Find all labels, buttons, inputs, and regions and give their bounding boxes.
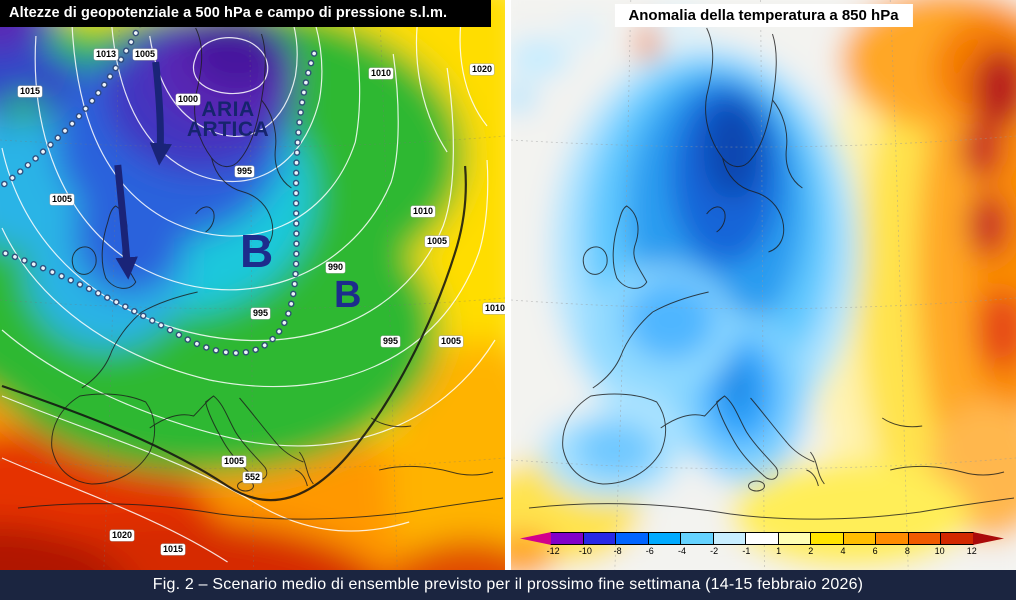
- temperature-anomaly-field: [511, 0, 1016, 570]
- color-scale-segments: [520, 532, 1005, 545]
- isobar-label: 1005: [425, 236, 450, 247]
- isobar-label: 995: [251, 308, 271, 319]
- figure-caption: Fig. 2 – Scenario medio di ensemble prev…: [0, 570, 1016, 600]
- trough-dotted-line: [0, 0, 319, 357]
- color-scale-segment: [550, 532, 584, 545]
- temperature-anomaly-canvas: [511, 0, 1016, 570]
- color-scale-segment: [647, 532, 682, 545]
- isobar-label: 1015: [18, 86, 43, 97]
- isobar-label: 1005: [50, 194, 75, 205]
- geopotential-field: [0, 0, 505, 570]
- isobar-label: 990: [326, 262, 346, 273]
- color-scale-tick-label: 6: [872, 546, 878, 556]
- color-scale-tick-label: 10: [934, 546, 945, 556]
- color-scale-tick-label: -2: [710, 546, 719, 556]
- thick-black-contour: [1, 165, 467, 502]
- color-scale-segment: [875, 532, 909, 545]
- isobar-label: 995: [381, 336, 401, 347]
- isobar-label: 1005: [439, 336, 464, 347]
- color-scale-segment: [680, 532, 714, 545]
- color-scale-segment: [842, 532, 877, 545]
- isobar-label: 1020: [470, 64, 495, 75]
- isobar-label: 552: [243, 472, 263, 483]
- color-scale: -12 -10 -8 -6 -4 -2 -1 1 2 4 6 8 10 12: [520, 532, 1005, 558]
- isobar-label: 1005: [222, 456, 247, 467]
- color-scale-segment: [520, 532, 552, 545]
- isobar-label: 995: [235, 166, 255, 177]
- isobars: [1, 5, 496, 563]
- color-scale-segment: [745, 532, 779, 545]
- color-scale-tick-label: -1: [742, 546, 751, 556]
- color-scale-segment: [940, 532, 974, 545]
- color-scale-tick-label: 1: [776, 546, 782, 556]
- color-scale-tick-label: 4: [840, 546, 846, 556]
- color-scale-segment: [615, 532, 649, 545]
- color-scale-segment: [810, 532, 844, 545]
- color-scale-segment: [777, 532, 812, 545]
- color-scale-segment: [582, 532, 617, 545]
- color-scale-tick-label: -4: [677, 546, 686, 556]
- arctic-air-arrows: [114, 61, 172, 280]
- color-scale-tick-label: -6: [645, 546, 654, 556]
- isobar-label: 1010: [483, 303, 505, 314]
- low-pressure-symbol-2: B: [334, 274, 362, 316]
- color-scale-tick-label: 8: [904, 546, 910, 556]
- color-scale-tick-label: -12: [546, 546, 560, 556]
- color-scale-segment: [712, 532, 747, 545]
- maps-row: 1015 1005 1013 1005 1000 995 990 995 995 1010 1005…: [0, 0, 1016, 570]
- isobar-label: 1013: [94, 49, 119, 60]
- isobar-label: 1015: [161, 544, 186, 555]
- isobar-label: 1020: [110, 530, 135, 541]
- color-scale-segment: [907, 532, 942, 545]
- color-scale-tick-label: 2: [808, 546, 814, 556]
- arctic-air-label-line1: ARIA: [201, 98, 255, 121]
- color-scale-tick-label: 12: [966, 546, 977, 556]
- isobar-label: 1005: [133, 49, 158, 60]
- left-map: 1015 1005 1013 1005 1000 995 990 995 995 1010 1005…: [0, 0, 505, 570]
- isobar-label: 1000: [176, 94, 201, 105]
- color-scale-labels: -12 -10 -8 -6 -4 -2 -1 1 2 4 6 8 10 12: [521, 546, 1004, 558]
- arctic-air-label: ARIA ARTICA: [176, 98, 280, 141]
- arctic-air-label-line2: ARTICA: [186, 117, 270, 141]
- left-map-title: Altezze di geopotenziale a 500 hPa e cam…: [0, 0, 491, 27]
- geopotential-map-canvas: [0, 0, 505, 570]
- low-pressure-symbol-1: B: [240, 225, 274, 277]
- right-map: Anomalia della temperatura a 850 hPa -12…: [511, 0, 1016, 570]
- color-scale-tick-label: -10: [578, 546, 592, 556]
- isobar-label: 1010: [369, 68, 394, 79]
- right-map-title: Anomalia della temperatura a 850 hPa: [614, 4, 913, 27]
- isobar-label: 1010: [411, 206, 436, 217]
- color-scale-segment: [972, 532, 1005, 545]
- color-scale-tick-label: -8: [613, 546, 622, 556]
